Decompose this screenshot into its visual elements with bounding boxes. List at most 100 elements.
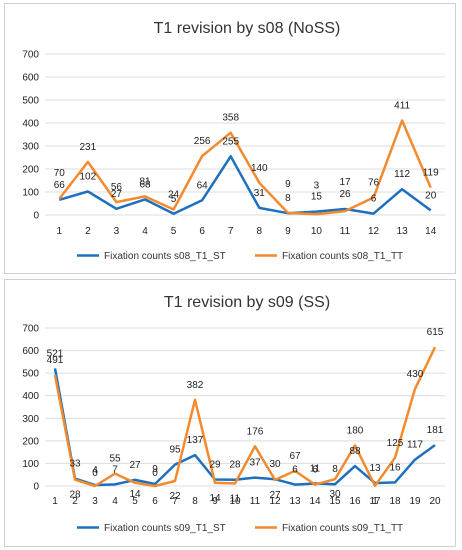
x-tick-label: 5 bbox=[132, 496, 138, 507]
data-label: 88 bbox=[349, 446, 361, 457]
data-label: 382 bbox=[187, 380, 204, 391]
x-tick-label: 9 bbox=[285, 226, 291, 237]
data-label: 68 bbox=[139, 179, 151, 190]
x-tick-label: 17 bbox=[369, 496, 381, 507]
x-tick-label: 14 bbox=[309, 496, 321, 507]
data-label: 64 bbox=[197, 180, 209, 191]
legend-label: Fixation counts s09_T1_TT bbox=[282, 523, 403, 534]
data-label: 27 bbox=[129, 460, 141, 471]
data-label: 67 bbox=[289, 451, 301, 462]
data-label: 255 bbox=[222, 136, 239, 147]
data-label: 3 bbox=[314, 180, 320, 191]
x-tick-label: 13 bbox=[397, 226, 409, 237]
data-label: 37 bbox=[249, 458, 261, 469]
data-label: 521 bbox=[47, 348, 64, 359]
data-label: 8 bbox=[285, 193, 291, 204]
data-label: 7 bbox=[112, 464, 118, 475]
y-tick-label: 100 bbox=[22, 459, 39, 470]
data-label: 28 bbox=[69, 490, 81, 501]
x-tick-label: 10 bbox=[311, 226, 323, 237]
data-label: 615 bbox=[427, 327, 444, 338]
x-tick-label: 11 bbox=[250, 496, 261, 507]
x-tick-label: 18 bbox=[389, 496, 401, 507]
data-label: 6 bbox=[292, 465, 298, 476]
data-label: 9 bbox=[285, 179, 291, 190]
series-line-s08-st bbox=[58, 155, 432, 216]
data-label: 14 bbox=[209, 493, 221, 504]
data-label: 181 bbox=[427, 425, 444, 436]
data-label: 33 bbox=[69, 459, 81, 470]
data-label: 140 bbox=[251, 163, 268, 174]
x-tick-label: 15 bbox=[329, 496, 341, 507]
y-tick-label: 300 bbox=[22, 414, 39, 425]
data-label: 70 bbox=[54, 168, 66, 179]
series-line-s09-tt bbox=[53, 346, 437, 488]
data-label: 180 bbox=[347, 425, 364, 436]
data-label: 5 bbox=[171, 194, 177, 205]
y-tick-label: 0 bbox=[33, 211, 39, 222]
data-label: 66 bbox=[54, 180, 66, 191]
data-label: 14 bbox=[129, 489, 141, 500]
data-label: 102 bbox=[80, 172, 97, 183]
x-tick-label: 19 bbox=[409, 496, 421, 507]
data-label: 11 bbox=[230, 494, 241, 505]
data-label: 4 bbox=[92, 465, 98, 476]
y-tick-label: 500 bbox=[22, 369, 39, 380]
x-tick-label: 1 bbox=[52, 496, 58, 507]
chart-title: T1 revision by s09 (SS) bbox=[164, 294, 330, 311]
data-label: 430 bbox=[407, 369, 424, 380]
x-tick-label: 1 bbox=[57, 226, 63, 237]
legend-label: Fixation counts s08_T1_TT bbox=[282, 251, 403, 262]
data-label: 0 bbox=[152, 468, 158, 479]
data-label: 24 bbox=[168, 189, 180, 200]
chart-s08-svg: T1 revision by s08 (NoSS) 0 100 200 300 400 50… bbox=[22, 20, 445, 262]
data-label: 112 bbox=[394, 169, 410, 180]
data-label: 6 bbox=[371, 194, 377, 205]
data-label: 15 bbox=[311, 192, 323, 203]
data-label: 6 bbox=[312, 465, 318, 476]
data-label: 411 bbox=[394, 100, 410, 111]
chart-panel-s08: T1 revision by s08 (NoSS) 0 100 200 300 400 50… bbox=[4, 3, 456, 274]
series-line-s08-tt bbox=[58, 119, 432, 216]
data-label: 27 bbox=[269, 490, 281, 501]
x-tick-label: 6 bbox=[152, 496, 158, 507]
data-label: 95 bbox=[169, 445, 181, 456]
data-label: 17 bbox=[339, 177, 351, 188]
data-label: 30 bbox=[269, 459, 281, 470]
data-label: 13 bbox=[369, 463, 381, 474]
data-label: 22 bbox=[169, 491, 181, 502]
x-tick-label: 9 bbox=[212, 496, 218, 507]
data-label: 76 bbox=[368, 178, 380, 189]
chart-s09-svg: T1 revision by s09 (SS)01002003004005006… bbox=[22, 294, 445, 534]
data-label: 11 bbox=[310, 464, 321, 475]
y-tick-label: 0 bbox=[33, 482, 39, 493]
data-label: 20 bbox=[425, 190, 437, 201]
data-label: 231 bbox=[80, 142, 97, 153]
x-tick-label: 4 bbox=[112, 496, 118, 507]
data-label: 16 bbox=[389, 462, 401, 473]
x-tick-label: 4 bbox=[142, 226, 148, 237]
chart-title: T1 revision by s08 (NoSS) bbox=[154, 20, 341, 37]
y-tick-label: 300 bbox=[22, 142, 39, 153]
data-label: 125 bbox=[387, 438, 404, 449]
data-label: 27 bbox=[111, 189, 123, 200]
data-label: 81 bbox=[139, 176, 151, 187]
legend-label: Fixation counts s09_T1_ST bbox=[104, 523, 226, 534]
y-tick-label: 600 bbox=[22, 346, 39, 357]
x-tick-label: 14 bbox=[425, 226, 437, 237]
x-tick-label: 2 bbox=[85, 226, 91, 237]
data-label: 117 bbox=[407, 440, 423, 451]
legend-label: Fixation counts s08_T1_ST bbox=[104, 251, 226, 262]
y-tick-label: 400 bbox=[22, 391, 39, 402]
x-tick-label: 8 bbox=[257, 226, 263, 237]
data-label: 1 bbox=[372, 496, 378, 507]
data-label: 28 bbox=[229, 460, 241, 471]
y-tick-label: 200 bbox=[22, 165, 39, 176]
y-tick-label: 200 bbox=[22, 436, 39, 447]
data-label: 176 bbox=[247, 426, 264, 437]
data-label: 56 bbox=[111, 182, 123, 193]
data-label: 26 bbox=[339, 189, 351, 200]
data-label: 8 bbox=[332, 464, 338, 475]
data-label: 119 bbox=[423, 168, 439, 179]
x-tick-label: 12 bbox=[269, 496, 281, 507]
